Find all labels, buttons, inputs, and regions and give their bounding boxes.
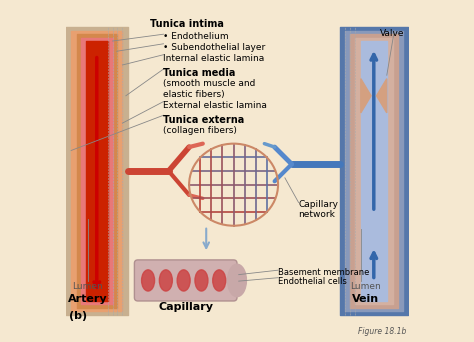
Text: Valve: Valve <box>380 29 405 38</box>
Text: Internal elastic lamina: Internal elastic lamina <box>164 54 264 63</box>
Text: • Subendothelial layer: • Subendothelial layer <box>164 43 266 52</box>
Polygon shape <box>376 79 387 113</box>
Text: (smooth muscle and
elastic fibers): (smooth muscle and elastic fibers) <box>164 79 256 99</box>
Ellipse shape <box>213 270 226 291</box>
FancyBboxPatch shape <box>135 260 237 301</box>
Text: Endothelial cells: Endothelial cells <box>278 277 347 286</box>
Text: (collagen fibers): (collagen fibers) <box>164 126 237 134</box>
Text: Capillary
network: Capillary network <box>299 200 338 220</box>
Text: Tunica media: Tunica media <box>164 68 236 78</box>
Text: External elastic lamina: External elastic lamina <box>164 101 267 110</box>
Text: (b): (b) <box>69 311 88 321</box>
Text: Tunica intima: Tunica intima <box>150 19 224 29</box>
Ellipse shape <box>159 270 173 291</box>
Text: Basement membrane: Basement membrane <box>278 268 369 277</box>
Text: Lumen: Lumen <box>72 282 103 291</box>
Text: • Endothelium: • Endothelium <box>164 32 229 41</box>
Text: Lumen: Lumen <box>351 282 381 291</box>
Text: Artery: Artery <box>68 294 107 304</box>
Polygon shape <box>361 79 371 113</box>
Ellipse shape <box>142 270 155 291</box>
Text: Capillary: Capillary <box>158 302 213 312</box>
Text: Tunica externa: Tunica externa <box>164 115 245 124</box>
Ellipse shape <box>228 264 246 297</box>
Text: Figure 18.1b: Figure 18.1b <box>358 327 406 336</box>
Text: Vein: Vein <box>352 294 380 304</box>
Ellipse shape <box>195 270 208 291</box>
Ellipse shape <box>177 270 190 291</box>
